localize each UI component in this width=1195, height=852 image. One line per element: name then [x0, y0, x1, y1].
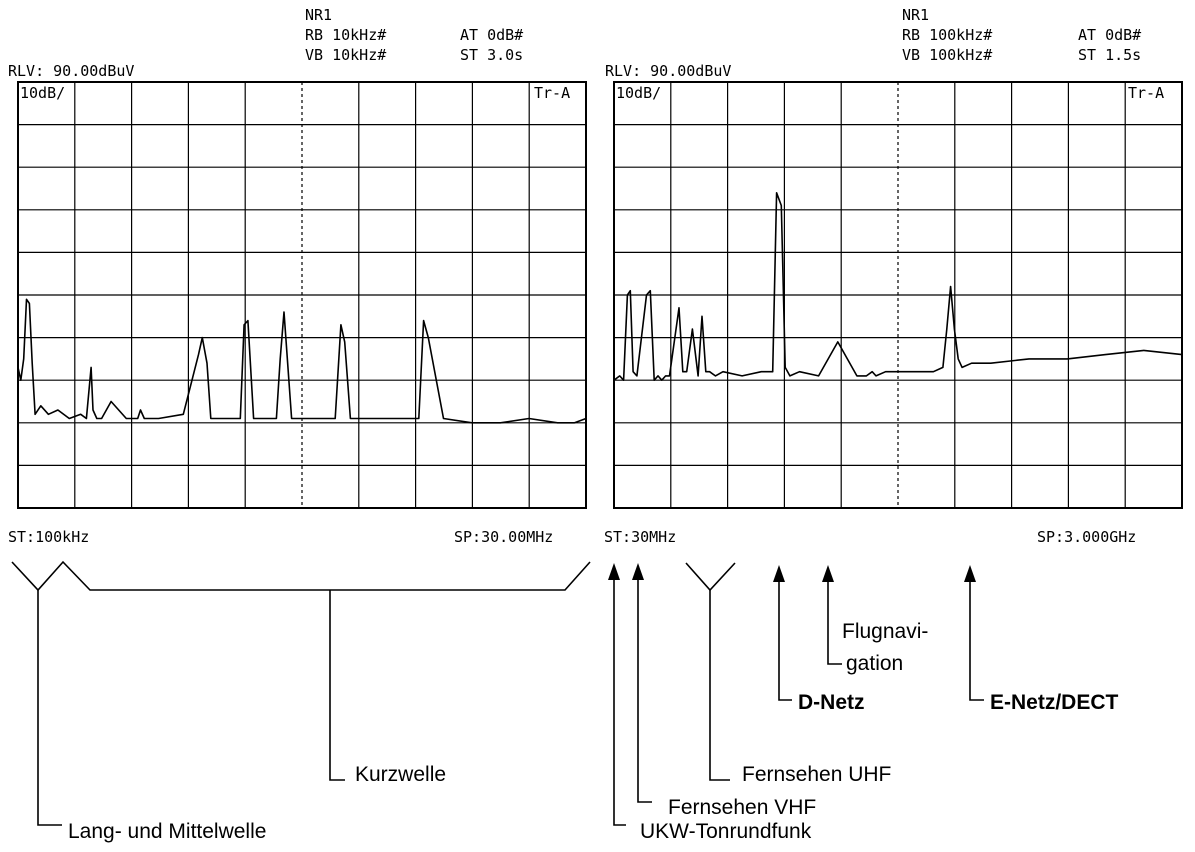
- left-header: NR1 RB 10kHz# AT 0dB# RLV: 90.00dBuV VB …: [8, 6, 523, 80]
- left-rlv-label: RLV: 90.00dBuV: [8, 62, 134, 80]
- right-header: NR1 RB 100kHz# AT 0dB# RLV: 90.00dBuV VB…: [605, 6, 1141, 80]
- left-vb-label: VB 10kHz#: [305, 46, 386, 64]
- right-at-label: AT 0dB#: [1078, 26, 1141, 44]
- annotation-fernsehen-uhf: Fernsehen UHF: [742, 763, 891, 786]
- left-nr-label: NR1: [305, 6, 332, 24]
- annotation-d-netz: D-Netz: [798, 691, 865, 714]
- vhf-arrow-icon: [632, 563, 644, 580]
- vhf-leader: [637, 578, 652, 803]
- right-sweep-time-label: ST 1.5s: [1078, 46, 1141, 64]
- kurzwelle-leader: [329, 590, 345, 781]
- right-trace-label: Tr-A: [1128, 84, 1164, 102]
- right-rb-label: RB 100kHz#: [902, 26, 992, 44]
- spectrum-trace: [17, 298, 587, 424]
- flugnavigation-leader: [827, 580, 842, 665]
- plot-frame: [613, 81, 1183, 509]
- e-netz-arrow-icon: [964, 565, 976, 582]
- lang-mittelwelle-leader: [37, 590, 62, 826]
- d-netz-leader: [778, 580, 792, 701]
- e-netz-leader: [969, 580, 984, 701]
- annotation-kurzwelle: Kurzwelle: [355, 763, 446, 786]
- uhf-leader: [709, 590, 730, 781]
- annotation-e-netz-dect: E-Netz/DECT: [990, 691, 1119, 714]
- left-stop-label: SP:30.00MHz: [454, 528, 553, 546]
- right-start-label: ST:30MHz: [604, 528, 676, 546]
- d-netz-arrow-icon: [773, 565, 785, 582]
- bracket-shape: [11, 560, 591, 592]
- left-start-label: ST:100kHz: [8, 528, 89, 546]
- left-scale-label: 10dB/: [20, 84, 65, 102]
- band-bracket: [11, 560, 591, 826]
- annotation-fernsehen-vhf: Fernsehen VHF: [668, 796, 816, 819]
- uhf-v-shape: [685, 562, 736, 592]
- plot-frame: [17, 81, 587, 509]
- right-stop-label: SP:3.000GHz: [1037, 528, 1136, 546]
- left-sweep-time-label: ST 3.0s: [460, 46, 523, 64]
- flugnavigation-arrow-icon: [822, 565, 834, 582]
- annotation-lang-mittelwelle: Lang- und Mittelwelle: [68, 820, 266, 843]
- right-vb-label: VB 100kHz#: [902, 46, 992, 64]
- left-spectrum-plot: [17, 81, 587, 509]
- annotation-ukw: UKW-Tonrundfunk: [640, 820, 812, 843]
- spectrum-trace: [613, 192, 1183, 382]
- right-scale-label: 10dB/: [616, 84, 661, 102]
- right-nr-label: NR1: [902, 6, 929, 24]
- annotation-gation: gation: [846, 652, 903, 675]
- left-at-label: AT 0dB#: [460, 26, 523, 44]
- right-spectrum-plot: [613, 81, 1183, 509]
- right-rlv-label: RLV: 90.00dBuV: [605, 62, 731, 80]
- ukw-leader: [613, 578, 626, 826]
- annotation-flugnavi: Flugnavi-: [842, 620, 928, 643]
- ukw-arrow-icon: [608, 563, 620, 580]
- left-rb-label: RB 10kHz#: [305, 26, 386, 44]
- right-annotation-lines: [608, 562, 984, 826]
- left-trace-label: Tr-A: [534, 84, 570, 102]
